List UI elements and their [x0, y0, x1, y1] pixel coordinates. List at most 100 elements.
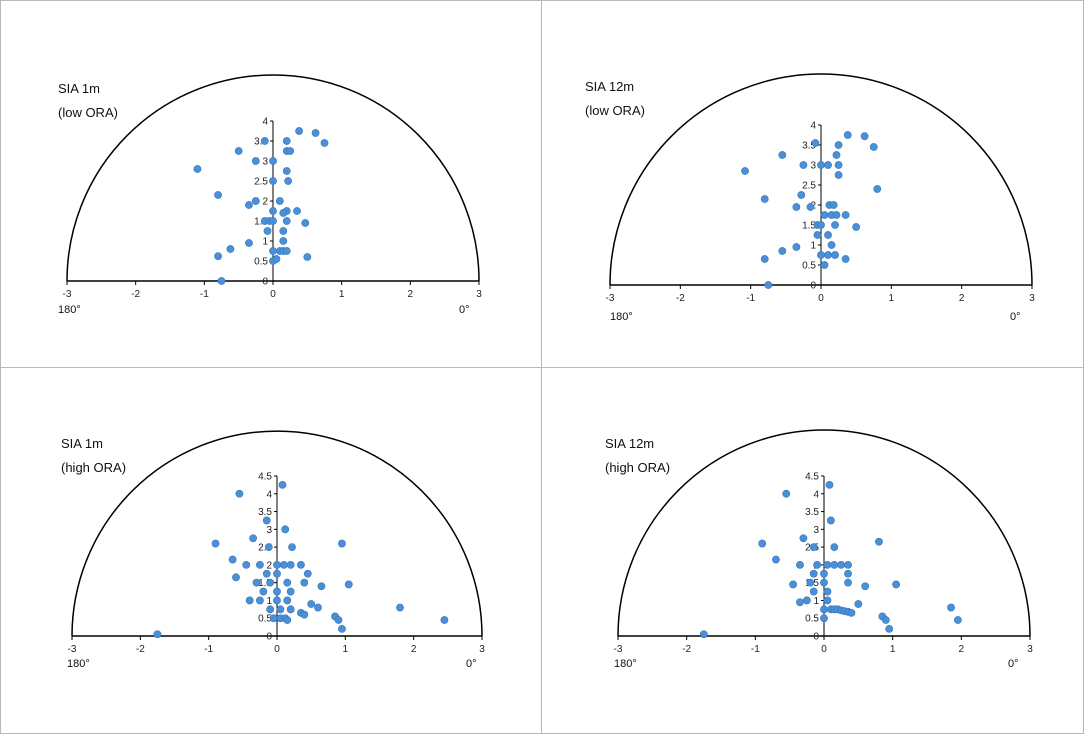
y-tick-label: 2.5 — [802, 181, 816, 192]
y-tick-label: 3.5 — [258, 507, 272, 518]
data-point — [817, 251, 825, 259]
data-point — [861, 582, 870, 591]
data-point — [193, 165, 202, 173]
data-point — [269, 247, 277, 255]
data-point — [245, 239, 253, 247]
x-tick-label: -1 — [200, 289, 209, 300]
data-point — [256, 560, 264, 569]
data-point — [789, 580, 797, 589]
data-point — [282, 167, 291, 175]
data-point — [843, 131, 852, 139]
y-tick-label: 4 — [266, 489, 272, 500]
panel-top-left: SIA 1m (low ORA) 180° 0° -3 -2 -1 0 1 2 3 0 0.5 1… — [0, 0, 542, 368]
data-point — [228, 555, 237, 564]
data-point — [286, 147, 295, 155]
x-tick-label: -2 — [131, 289, 140, 300]
data-point — [760, 255, 769, 263]
data-point — [245, 596, 254, 605]
data-point — [295, 127, 303, 135]
data-point — [826, 516, 835, 525]
x-tick-label: 3 — [476, 289, 482, 300]
y-tick-label: 2 — [266, 560, 272, 571]
data-point — [844, 578, 852, 587]
data-point — [813, 560, 822, 569]
data-point — [226, 245, 235, 253]
y-tick-label: 0.5 — [805, 614, 819, 625]
data-point — [281, 525, 290, 534]
data-point — [283, 596, 292, 605]
data-point — [831, 221, 839, 229]
data-point — [260, 137, 269, 145]
data-point — [297, 560, 305, 569]
y-tick-label: 4 — [810, 121, 816, 132]
data-point — [275, 197, 284, 205]
x-tick-label: 0 — [821, 644, 827, 655]
left-angle-label: 180° — [58, 304, 81, 316]
semicircle-outline — [609, 73, 1033, 286]
panel-subtitle: (high ORA) — [605, 460, 671, 475]
data-point — [344, 580, 353, 589]
x-tick-label: -1 — [751, 644, 760, 655]
x-tick-label: -2 — [682, 644, 691, 655]
data-point — [823, 587, 832, 596]
data-point — [834, 171, 843, 179]
x-tick-label: 1 — [339, 289, 345, 300]
data-point — [764, 281, 773, 289]
panel-title: SIA 12m — [585, 79, 635, 94]
y-tick-label: 4.5 — [258, 472, 272, 483]
data-point — [293, 207, 301, 215]
data-point — [269, 614, 278, 623]
data-point — [311, 129, 320, 137]
data-point — [320, 139, 329, 147]
y-tick-label: 0.5 — [254, 257, 268, 268]
data-point — [820, 569, 828, 578]
data-point — [259, 587, 268, 596]
data-point — [269, 217, 277, 225]
data-point — [892, 580, 900, 589]
data-point — [885, 624, 894, 633]
x-tick-label: 2 — [959, 644, 965, 655]
data-point — [847, 608, 856, 617]
data-point — [288, 543, 296, 552]
y-tick-label: 0 — [262, 277, 268, 288]
data-point — [852, 223, 861, 231]
x-tick-label: 3 — [1029, 293, 1035, 304]
data-point — [827, 241, 836, 249]
data-point — [799, 534, 808, 543]
x-tick-label: -3 — [606, 293, 615, 304]
x-tick-label: 1 — [890, 644, 896, 655]
y-tick-label: 1.5 — [802, 221, 816, 232]
data-point — [249, 534, 257, 543]
data-point — [792, 243, 801, 251]
data-point — [338, 539, 346, 548]
data-point — [778, 247, 787, 255]
data-point — [217, 277, 226, 285]
data-point — [844, 560, 852, 569]
data-point — [307, 600, 316, 608]
data-point — [232, 573, 240, 582]
y-tick-label: 4 — [813, 489, 819, 500]
data-point — [824, 161, 832, 169]
data-point — [279, 209, 288, 217]
data-point — [823, 596, 832, 605]
data-point — [214, 252, 222, 261]
data-point — [266, 605, 275, 614]
y-tick-label: 0.5 — [802, 261, 816, 272]
data-point — [266, 578, 275, 587]
y-tick-label: 3.5 — [805, 507, 819, 518]
data-point — [264, 543, 273, 552]
data-point — [796, 598, 804, 607]
data-point — [286, 605, 295, 614]
x-tick-label: 0 — [818, 293, 824, 304]
data-point — [813, 231, 822, 239]
data-point — [841, 255, 850, 263]
data-point — [284, 177, 293, 185]
data-point — [809, 569, 818, 578]
data-point — [820, 614, 828, 623]
data-point — [802, 596, 811, 605]
data-point — [947, 603, 955, 612]
data-point — [153, 630, 162, 639]
data-point — [797, 191, 806, 199]
